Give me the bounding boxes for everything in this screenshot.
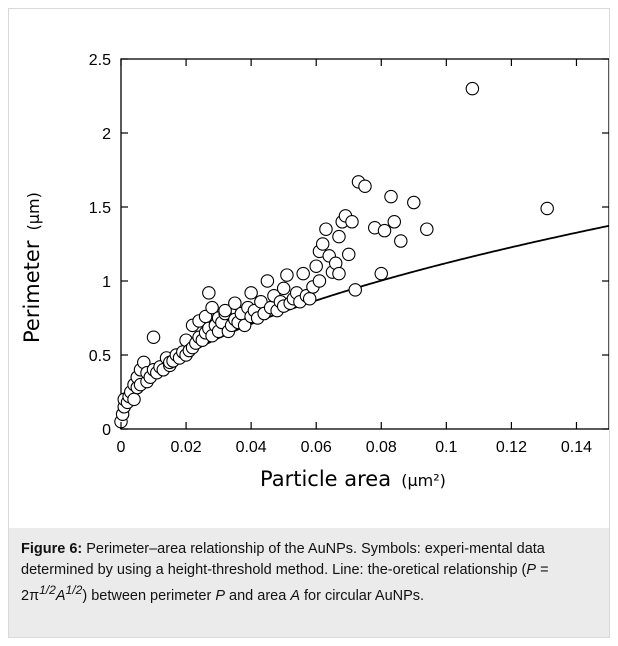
data-point bbox=[332, 266, 346, 281]
axes bbox=[120, 58, 609, 430]
data-point bbox=[205, 300, 219, 315]
caption-var-p: P bbox=[215, 587, 225, 604]
x-tick-label: 0.02 bbox=[170, 439, 201, 456]
y-tick-label: 1.5 bbox=[89, 200, 111, 217]
data-point bbox=[260, 274, 275, 288]
x-axis-unit: (μm²) bbox=[401, 471, 446, 490]
caption-var-a: A bbox=[290, 587, 300, 604]
caption-label: Figure 6: bbox=[21, 541, 83, 557]
data-point bbox=[146, 330, 161, 344]
x-tick-label: 0.12 bbox=[496, 439, 527, 456]
data-point bbox=[127, 392, 141, 407]
y-tick-label: 2 bbox=[102, 126, 111, 143]
data-point bbox=[394, 234, 408, 248]
data-point bbox=[345, 215, 359, 229]
data-point bbox=[319, 222, 333, 236]
y-tick-label: 0.5 bbox=[89, 348, 111, 365]
x-tick-label: 0.14 bbox=[561, 439, 592, 456]
caption-text-3: and area bbox=[225, 587, 291, 604]
data-points-layer bbox=[114, 81, 554, 429]
caption-formula-a: A bbox=[55, 587, 66, 604]
data-point bbox=[341, 247, 356, 262]
data-point bbox=[377, 223, 392, 238]
data-point bbox=[332, 229, 346, 244]
y-tick-label: 2.5 bbox=[89, 52, 111, 69]
x-tick-label: 0.1 bbox=[435, 439, 457, 456]
data-point bbox=[374, 266, 389, 281]
data-point bbox=[312, 274, 327, 288]
data-point bbox=[540, 201, 554, 216]
caption-formula-p: P bbox=[526, 561, 537, 578]
data-point bbox=[384, 189, 398, 204]
data-point bbox=[280, 268, 294, 282]
figure-caption: Figure 6: Perimeter–area relationship of… bbox=[9, 528, 609, 637]
data-point bbox=[420, 222, 434, 236]
caption-text-4: for circular AuNPs. bbox=[299, 587, 425, 604]
y-tick-label: 0 bbox=[102, 422, 111, 439]
y-tick-label: 1 bbox=[102, 274, 111, 291]
data-point bbox=[348, 283, 362, 297]
data-point bbox=[228, 296, 242, 310]
x-axis-title: Particle area (μm²) bbox=[260, 467, 446, 491]
caption-exponent-2-text: 1/2 bbox=[65, 583, 83, 597]
data-point bbox=[387, 215, 402, 229]
data-point bbox=[315, 237, 330, 251]
data-point bbox=[244, 286, 258, 300]
plot-frame bbox=[120, 58, 609, 430]
scatter-plot: 0 0.02 0.04 0.06 0.08 0.1 0.12 0.14 0 0.5 1 1.5 2 2.5… bbox=[20, 52, 609, 491]
ticks-layer: 0 0.02 0.04 0.06 0.08 0.1 0.12 0.14 0 0.5 1 1.5 2 2.5 bbox=[89, 52, 609, 456]
y-axis-title: Perimeter (μm) bbox=[20, 192, 44, 343]
data-point bbox=[202, 286, 216, 300]
data-point bbox=[309, 259, 323, 273]
figure: 0 0.02 0.04 0.06 0.08 0.1 0.12 0.14 0 0.5 1 1.5 2 2.5… bbox=[8, 8, 610, 638]
x-axis-label: Particle area bbox=[260, 467, 391, 491]
caption-text-1: Perimeter–area relationship of the AuNPs… bbox=[21, 541, 545, 578]
caption-exponent-1: 1/2 bbox=[39, 583, 56, 597]
data-point bbox=[296, 266, 310, 281]
caption-text-2: ) between perimeter bbox=[82, 587, 216, 604]
data-point bbox=[276, 281, 291, 296]
caption-exponent-1-text: 1/2 bbox=[39, 583, 56, 597]
caption-formula-eq: = 2π bbox=[21, 561, 549, 604]
y-axis-label: Perimeter bbox=[20, 240, 44, 343]
data-point bbox=[218, 303, 232, 318]
data-point bbox=[302, 292, 317, 306]
data-point bbox=[358, 179, 372, 194]
x-tick-label: 0 bbox=[117, 439, 126, 456]
x-tick-label: 0.08 bbox=[366, 439, 397, 456]
y-axis-unit: (μm) bbox=[24, 192, 43, 230]
caption-exponent-2: 1/2 bbox=[66, 583, 83, 597]
data-point bbox=[407, 195, 421, 210]
x-tick-label: 0.06 bbox=[301, 439, 332, 456]
x-tick-label: 0.04 bbox=[236, 439, 267, 456]
data-point bbox=[465, 81, 480, 96]
